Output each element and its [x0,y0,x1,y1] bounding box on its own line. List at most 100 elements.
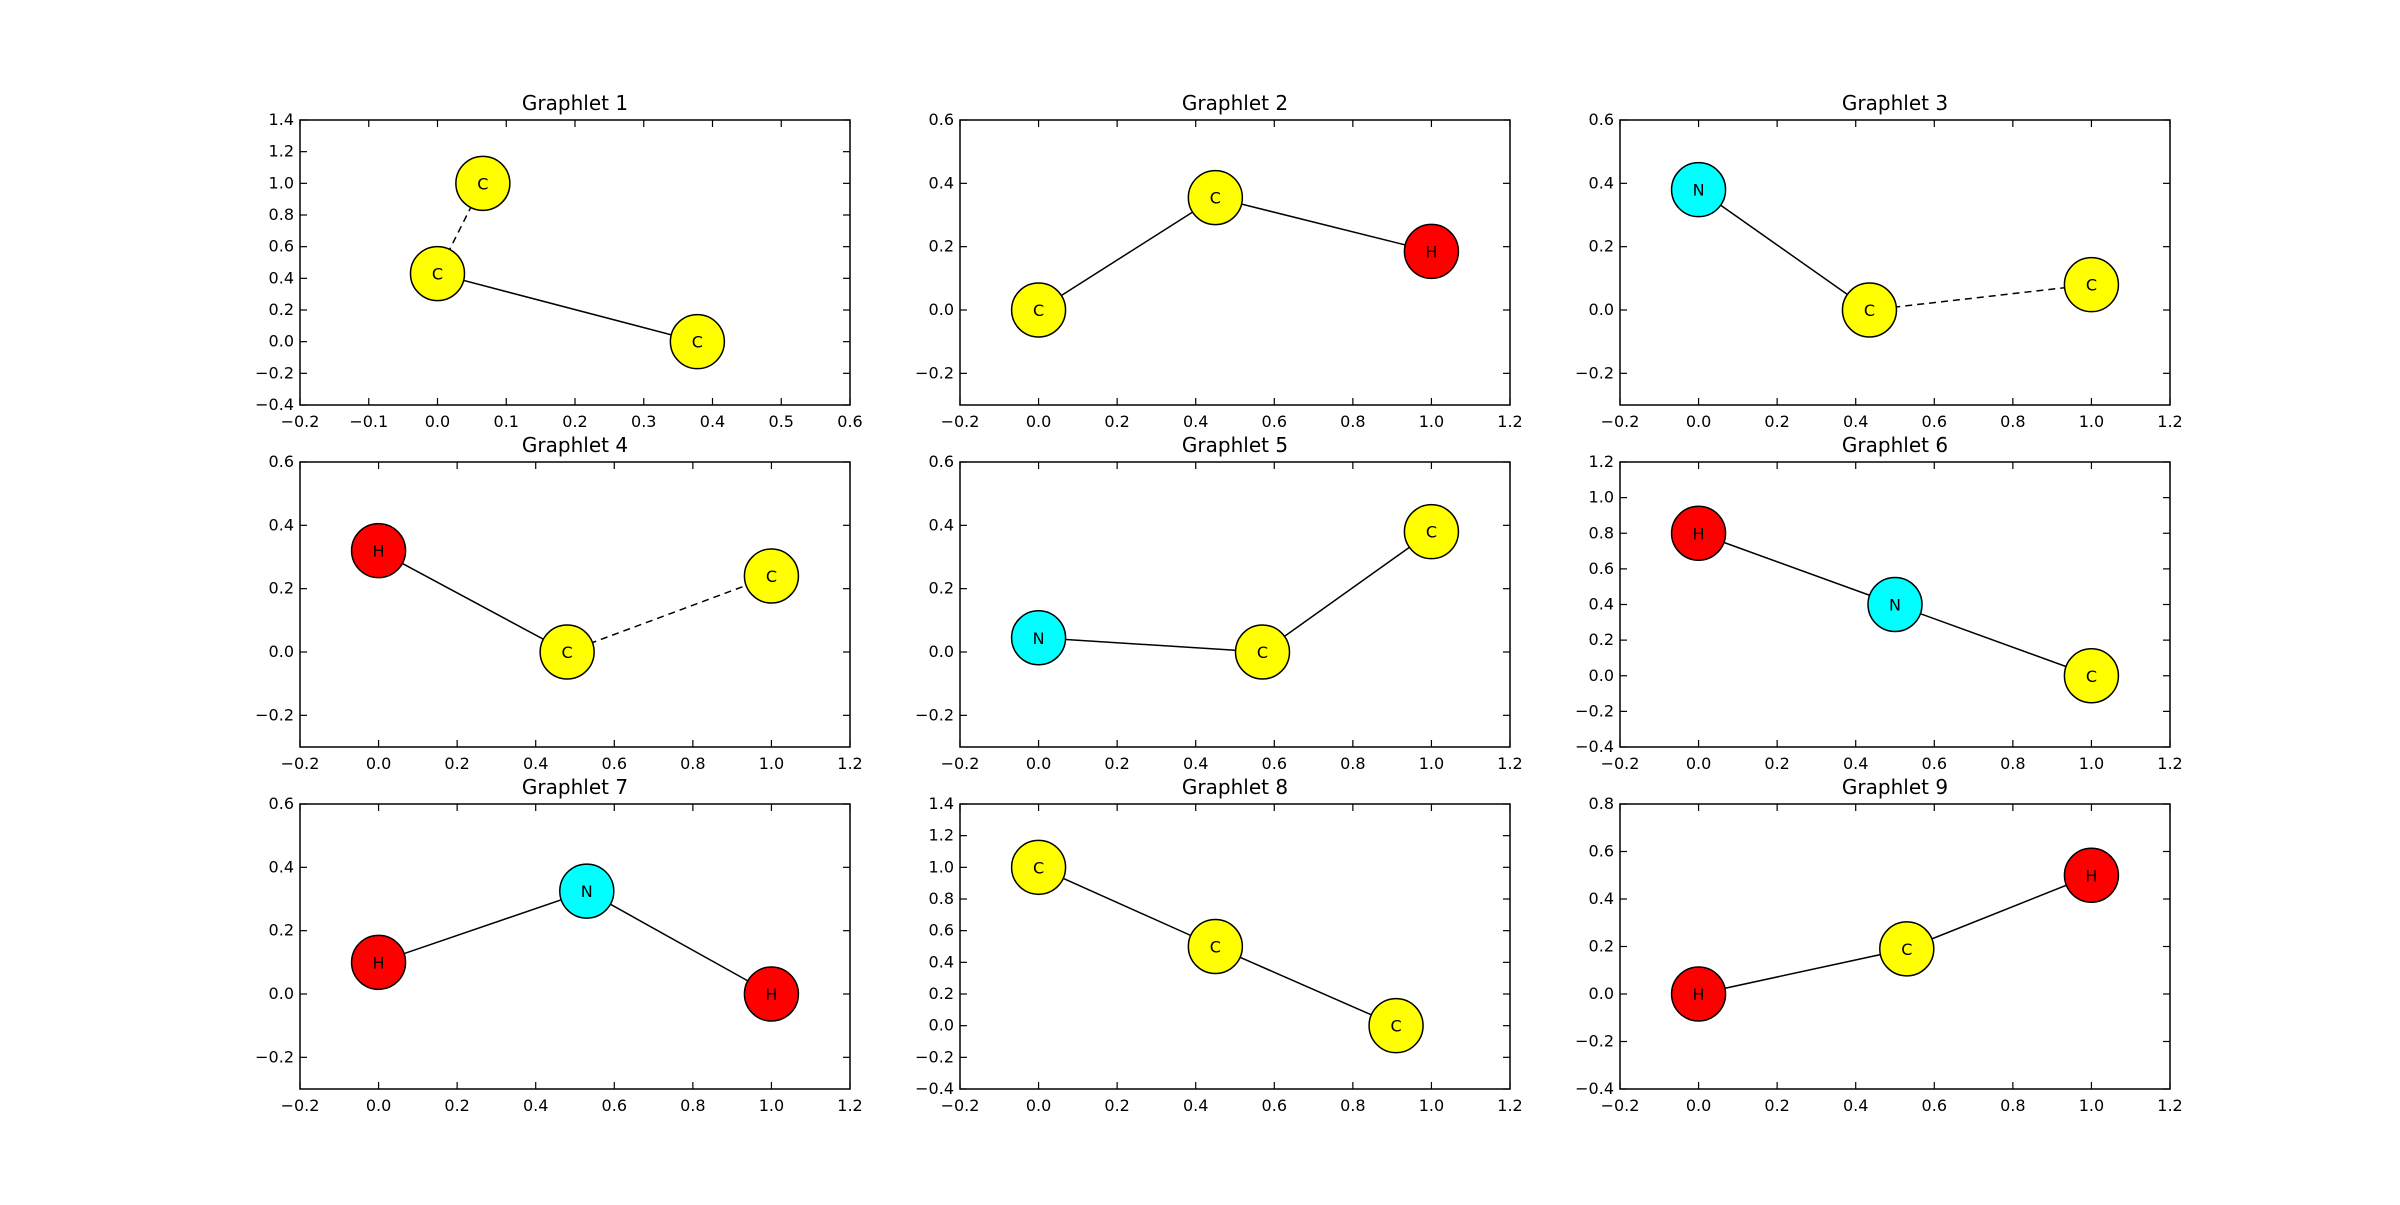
y-tick-label: −0.2 [255,1047,294,1066]
node-label: C [2086,276,2097,295]
x-tick-label: 0.6 [602,754,627,773]
x-tick-label: 0.8 [2000,1096,2025,1115]
x-tick-label: 0.0 [1686,412,1711,431]
node-c [1879,921,1935,977]
panel-title: Graphlet 4 [522,433,628,457]
x-tick-label: −0.1 [349,412,388,431]
y-tick-label: 0.6 [1589,110,1614,129]
node-n [1670,161,1727,218]
x-tick-label: 1.2 [2157,412,2182,431]
y-tick-label: 0.2 [929,984,954,1003]
node-c [669,313,726,370]
x-tick-label: 0.0 [1026,1096,1051,1115]
x-tick-label: −0.2 [281,754,320,773]
solid-edge [1038,196,1216,311]
x-tick-label: 0.8 [1340,754,1365,773]
dashed-edge [1869,283,2092,311]
y-tick-label: −0.4 [255,395,294,414]
x-tick-label: 0.1 [494,412,519,431]
y-tick-label: 1.4 [269,110,294,129]
y-tick-label: 1.2 [1589,452,1614,471]
panel-title: Graphlet 8 [1182,775,1288,799]
x-tick-label: 0.8 [2000,412,2025,431]
y-tick-label: 0.2 [269,921,294,940]
node-n [1867,576,1923,633]
graphlet-panel-4: Graphlet 4 H C C −0.2 0.0 0.2 0.4 0.6 0.8 1.0 1.2 −0… [255,433,863,773]
node-label: C [1426,523,1437,542]
node-label: H [1693,985,1705,1004]
x-tick-label: 0.0 [1686,754,1711,773]
solid-edge [1698,532,1896,606]
x-tick-label: 0.2 [444,1096,469,1115]
axes-frame [1619,119,2171,406]
panel-title: Graphlet 6 [1842,433,1948,457]
node-label: C [1901,940,1912,959]
node-label: N [1889,596,1901,615]
graphlet-panel-9: Graphlet 9 H C H −0.2 0.0 0.2 0.4 0.6 0.8 1.0 1.2 −0… [1575,775,2183,1115]
graphlet-panel-6: Graphlet 6 H N C −0.2 0.0 0.2 0.4 0.6 0.8 1.0 1.2 −0… [1575,433,2183,773]
x-tick-label: 0.2 [1104,1096,1129,1115]
y-tick-label: 0.6 [269,794,294,813]
y-tick-label: 0.6 [269,237,294,256]
x-tick-label: 0.4 [1843,754,1868,773]
node-label: C [1210,938,1221,957]
x-tick-label: 0.0 [366,1096,391,1115]
y-tick-label: 0.0 [1589,984,1614,1003]
node-label: N [1693,181,1705,200]
node-label: C [562,643,573,662]
x-tick-label: 0.4 [1183,1096,1208,1115]
node-label: C [1257,643,1268,662]
y-tick-label: 0.0 [269,332,294,351]
x-tick-label: 0.8 [680,1096,705,1115]
node-c [1234,624,1291,680]
graphlet-panel-1: Graphlet 1 C C C −0.2 −0.1 0.0 0.1 0.2 0.3 0.4 0.5 0… [255,91,863,431]
x-tick-label: 1.2 [1497,1096,1522,1115]
solid-edge [1215,945,1397,1027]
y-tick-label: 1.0 [1589,488,1614,507]
x-tick-label: 1.2 [837,754,862,773]
dashed-edge [566,575,772,653]
y-tick-label: 0.8 [269,205,294,224]
node-c [1010,282,1067,338]
y-tick-label: 0.0 [929,1016,954,1035]
x-tick-label: −0.2 [941,754,980,773]
node-label: H [765,985,777,1004]
graphlet-panel-5: Graphlet 5 N C C −0.2 0.0 0.2 0.4 0.6 0.8 1.0 1.2 −0… [915,433,1523,773]
y-tick-label: −0.2 [255,705,294,724]
y-tick-label: 0.0 [929,642,954,661]
y-tick-label: −0.4 [1575,1079,1614,1098]
x-tick-label: −0.2 [941,1096,980,1115]
x-tick-label: 1.2 [837,1096,862,1115]
y-tick-label: 0.4 [269,268,294,287]
solid-edge [1698,948,1907,995]
x-tick-label: 1.0 [2079,1096,2104,1115]
node-h [1403,223,1460,280]
y-tick-label: −0.4 [1575,737,1614,756]
node-h [350,934,407,991]
panel-title: Graphlet 1 [522,91,628,115]
node-label: C [1033,858,1044,877]
x-tick-label: −0.2 [1601,412,1640,431]
y-tick-label: 0.0 [1589,300,1614,319]
node-label: C [1864,301,1875,320]
y-tick-label: 1.2 [269,142,294,161]
y-tick-label: 0.6 [929,110,954,129]
x-tick-label: 0.8 [1340,1096,1365,1115]
y-tick-label: 0.6 [269,452,294,471]
y-tick-label: −0.2 [915,705,954,724]
x-tick-label: −0.2 [1601,1096,1640,1115]
node-c [1841,282,1898,338]
node-label: C [692,333,703,352]
y-tick-label: 1.4 [929,794,954,813]
y-tick-label: 0.8 [1589,794,1614,813]
y-tick-label: −0.2 [255,363,294,382]
axes-frame [959,119,1511,406]
x-tick-label: 0.4 [523,754,548,773]
axes-frame [959,803,1511,1090]
node-label: C [1210,189,1221,208]
solid-edge [1698,189,1870,311]
x-tick-label: 0.6 [1922,412,1947,431]
graphlet-panel-7: Graphlet 7 H N H −0.2 0.0 0.2 0.4 0.6 0.8 1.0 1.2 −0… [255,775,863,1115]
x-tick-label: 0.6 [602,1096,627,1115]
x-tick-label: 0.8 [1340,412,1365,431]
